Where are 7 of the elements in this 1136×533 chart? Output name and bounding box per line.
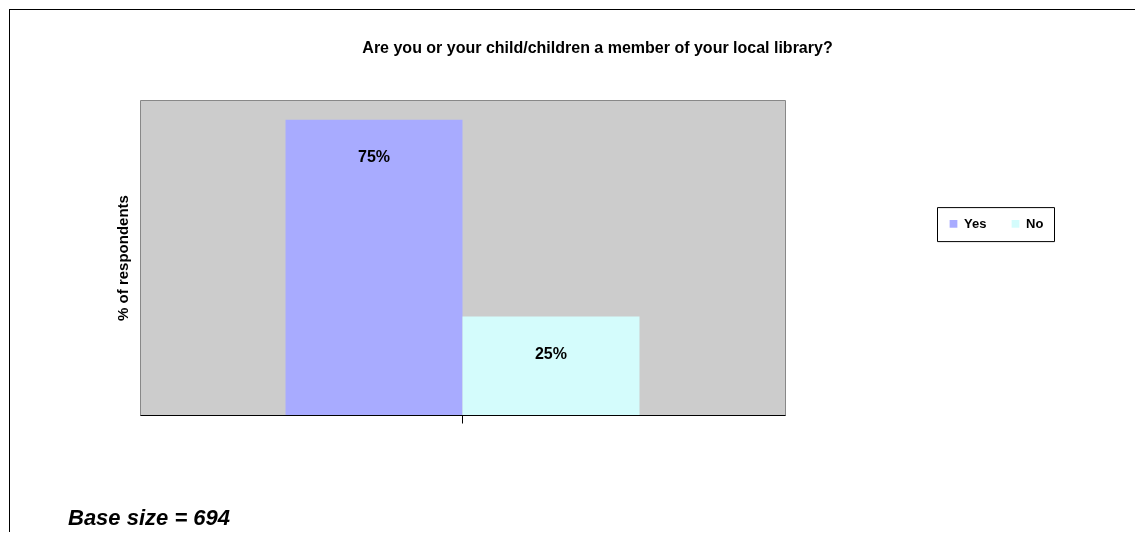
data-label: 75% bbox=[357, 147, 391, 165]
y-axis-title: % of respondents bbox=[113, 195, 131, 321]
data-label: 25% bbox=[534, 344, 568, 362]
legend-label: Yes bbox=[964, 215, 987, 231]
legend-label: No bbox=[1026, 215, 1044, 231]
text: Base size = 694 bbox=[68, 505, 231, 531]
chart-title: Are you or your child/children a member of your local library? bbox=[362, 39, 833, 56]
